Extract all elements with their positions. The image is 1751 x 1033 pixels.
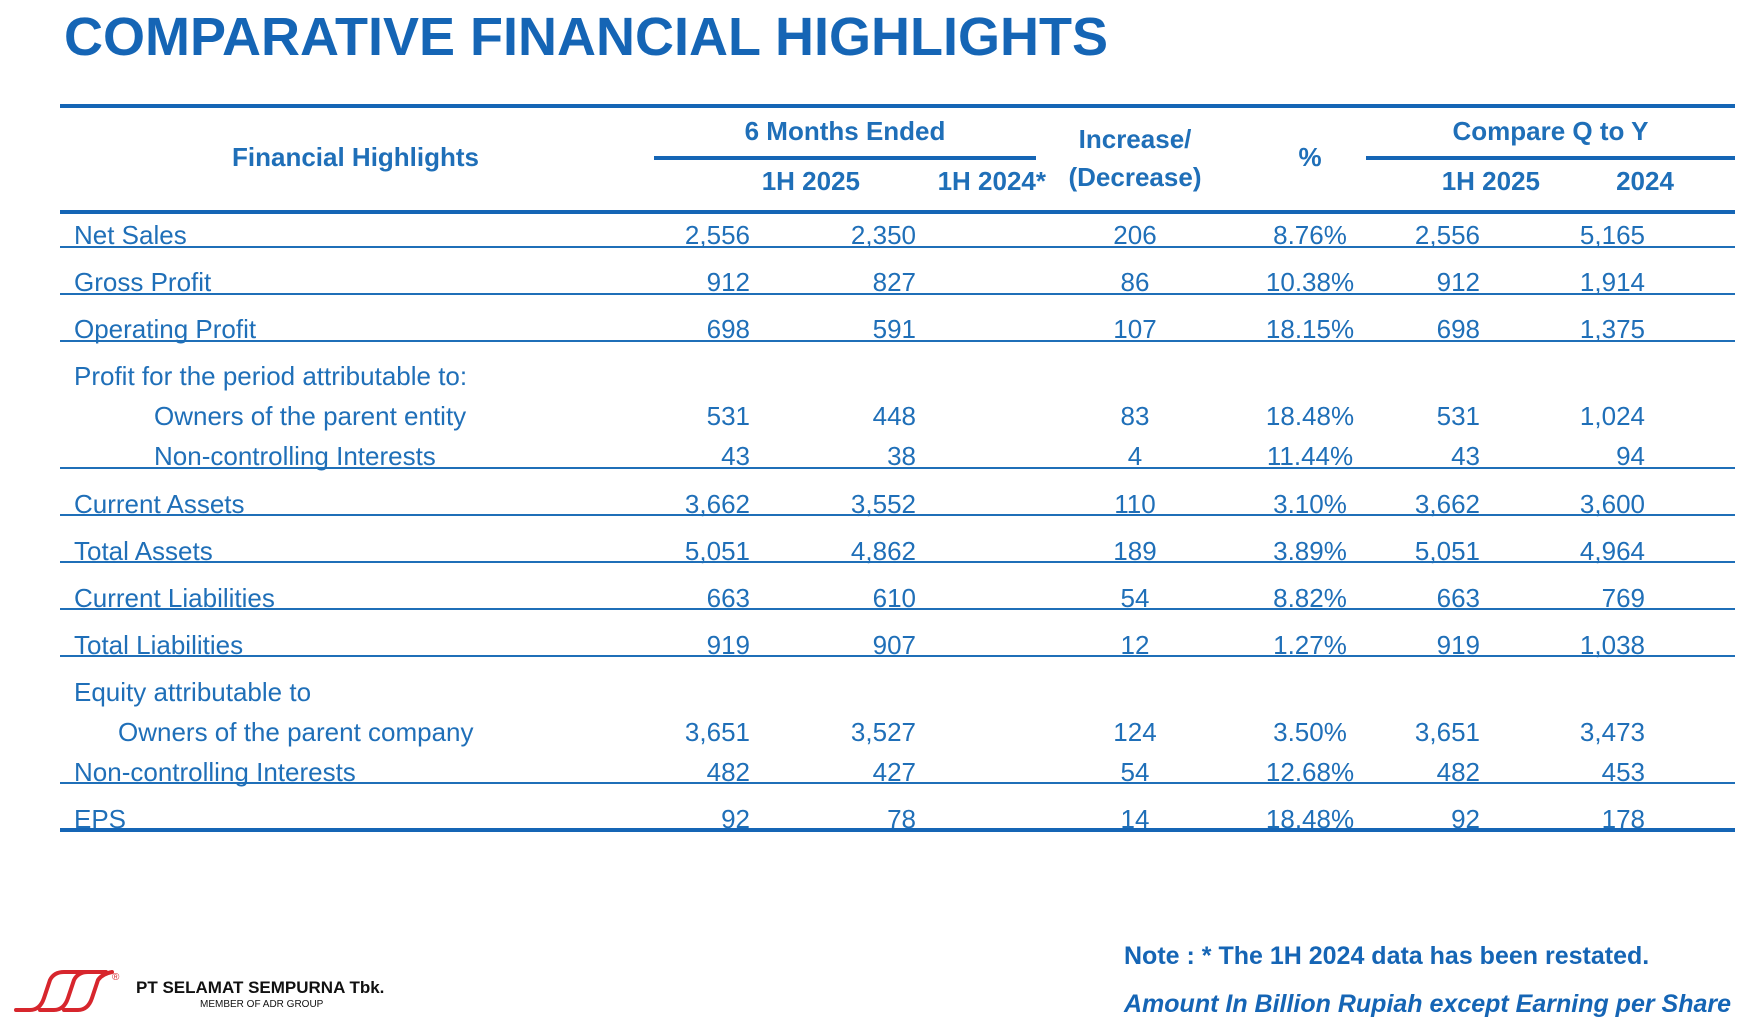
row-separator bbox=[60, 467, 1735, 469]
header-col-1h2025: 1H 2025 bbox=[761, 166, 860, 196]
cell-1h2025: 912 bbox=[706, 267, 750, 297]
cell-1h2024: 38 bbox=[887, 441, 916, 471]
cell-percent: 10.38% bbox=[1265, 267, 1355, 297]
header-bottom-rule bbox=[60, 210, 1735, 214]
row-label: Non-controlling Interests bbox=[154, 441, 436, 471]
cell-1h2024: 448 bbox=[872, 401, 916, 431]
cell-cmp-1h2025: 2,556 bbox=[1414, 220, 1480, 250]
cell-cmp-2024: 1,914 bbox=[1579, 267, 1645, 297]
header-compare-q-to-y: Compare Q to Y bbox=[1452, 116, 1649, 146]
table-bottom-rule bbox=[60, 828, 1735, 832]
row-label: Equity attributable to bbox=[74, 677, 312, 707]
header-percent: % bbox=[1298, 142, 1322, 172]
row-separator bbox=[60, 655, 1735, 657]
header-financial-highlights: Financial Highlights bbox=[232, 142, 480, 172]
cell-cmp-2024: 94 bbox=[1616, 441, 1645, 471]
cell-percent: 11.44% bbox=[1266, 441, 1354, 471]
cell-increase: 86 bbox=[1120, 267, 1150, 297]
cell-1h2025: 698 bbox=[706, 314, 750, 344]
cell-cmp-2024: 1,024 bbox=[1579, 401, 1645, 431]
six-months-group-rule bbox=[654, 156, 1036, 160]
cell-cmp-1h2025: 531 bbox=[1436, 401, 1480, 431]
header-six-months-ended: 6 Months Ended bbox=[744, 116, 946, 146]
cell-percent: 18.15% bbox=[1265, 314, 1355, 344]
header-increase-line1: Increase/ bbox=[1078, 124, 1192, 154]
company-name: PT SELAMAT SEMPURNA Tbk. bbox=[136, 978, 385, 997]
company-logo: ® bbox=[14, 970, 120, 1012]
row-label: Owners of the parent entity bbox=[154, 401, 467, 431]
page-title: COMPARATIVE FINANCIAL HIGHLIGHTS bbox=[64, 7, 1108, 67]
row-label: Net Sales bbox=[74, 220, 187, 250]
table-top-rule bbox=[60, 104, 1735, 108]
cell-1h2024: 591 bbox=[872, 314, 916, 344]
cell-1h2024: 3,527 bbox=[850, 717, 916, 747]
cell-cmp-2024: 5,165 bbox=[1579, 220, 1645, 250]
cell-increase: 124 bbox=[1113, 717, 1157, 747]
cell-1h2025: 43 bbox=[721, 441, 750, 471]
row-separator bbox=[60, 608, 1735, 610]
cell-percent: 18.48% bbox=[1265, 401, 1355, 431]
cell-cmp-2024: 1,375 bbox=[1579, 314, 1645, 344]
note-amount-unit: Amount In Billion Rupiah except Earning … bbox=[1124, 990, 1732, 1018]
cell-increase: 206 bbox=[1113, 220, 1157, 250]
cell-cmp-1h2025: 3,651 bbox=[1414, 717, 1480, 747]
row-separator bbox=[60, 561, 1735, 563]
cell-percent: 3.50% bbox=[1273, 717, 1347, 747]
cell-1h2024: 827 bbox=[872, 267, 916, 297]
cell-percent: 8.76% bbox=[1273, 220, 1347, 250]
cell-cmp-1h2025: 698 bbox=[1436, 314, 1480, 344]
cell-increase: 83 bbox=[1120, 401, 1150, 431]
row-label: Gross Profit bbox=[74, 267, 212, 297]
row-separator bbox=[60, 293, 1735, 295]
cell-increase: 4 bbox=[1127, 441, 1143, 471]
cell-1h2025: 531 bbox=[706, 401, 750, 431]
cell-cmp-1h2025: 912 bbox=[1436, 267, 1480, 297]
row-label: Owners of the parent company bbox=[118, 717, 474, 747]
row-separator bbox=[60, 340, 1735, 342]
header-increase-line2: (Decrease) bbox=[1068, 162, 1202, 192]
row-separator bbox=[60, 782, 1735, 784]
cell-cmp-1h2025: 43 bbox=[1451, 441, 1480, 471]
header-col-1h2024: 1H 2024* bbox=[937, 166, 1046, 196]
header-col-cmp-1h2025: 1H 2025 bbox=[1441, 166, 1540, 196]
cell-cmp-2024: 3,473 bbox=[1579, 717, 1645, 747]
row-label: Profit for the period attributable to: bbox=[74, 361, 468, 391]
row-separator bbox=[60, 514, 1735, 516]
registered-mark-icon: ® bbox=[112, 972, 120, 983]
header-col-cmp-2024: 2024 bbox=[1616, 166, 1674, 196]
cell-1h2025: 3,651 bbox=[684, 717, 750, 747]
cell-1h2025: 2,556 bbox=[684, 220, 750, 250]
company-member: MEMBER OF ADR GROUP bbox=[200, 999, 324, 1010]
cell-1h2024: 2,350 bbox=[850, 220, 916, 250]
note-restated: Note : * The 1H 2024 data has been resta… bbox=[1124, 942, 1650, 970]
row-label: Operating Profit bbox=[74, 314, 257, 344]
compare-group-rule bbox=[1366, 156, 1735, 160]
cell-increase: 107 bbox=[1113, 314, 1157, 344]
row-separator bbox=[60, 246, 1735, 248]
